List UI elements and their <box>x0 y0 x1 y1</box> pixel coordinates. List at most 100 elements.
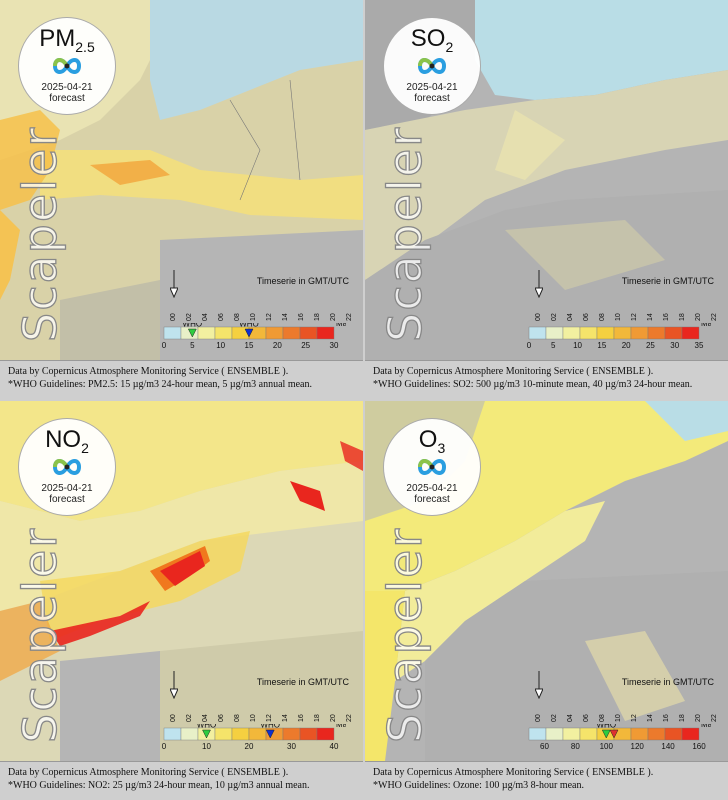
panel-pm25: Scapeler PM2.5 2025-04-21 forecast Times… <box>0 0 363 398</box>
timeserie-label: Timeserie in GMT/UTC <box>256 677 349 687</box>
scale-swatch <box>163 727 182 741</box>
hour-tick-label: 22 <box>346 313 353 321</box>
scale-tick-label: 0 <box>527 341 532 349</box>
hour-tick-label: 14 <box>647 313 654 321</box>
who-marker-icon <box>187 328 197 338</box>
scale-swatch <box>231 727 250 741</box>
hour-tick-label: 02 <box>551 714 558 722</box>
hour-tick-label: 10 <box>615 714 622 722</box>
scale-swatch <box>265 326 284 340</box>
scale-tick-label: 160 <box>692 742 706 750</box>
hour-tick-label: 18 <box>679 714 686 722</box>
who-label: WHO <box>183 323 203 329</box>
scale-tick-label: 30 <box>330 341 339 349</box>
hour-tick-label: 16 <box>663 313 670 321</box>
pollutant-title: NO2 <box>45 426 89 456</box>
footer: Data by Copernicus Atmosphere Monitoring… <box>365 360 728 398</box>
map-pm25[interactable] <box>0 0 363 360</box>
hour-tick-label: 12 <box>266 714 273 722</box>
scale-max-label: Max <box>336 724 346 729</box>
time-arrow-icon[interactable] <box>535 671 543 699</box>
footer-who-guidelines: *WHO Guidelines: SO2: 500 µg/m3 10-minut… <box>373 379 693 390</box>
hour-tick-label: 18 <box>314 313 321 321</box>
who-label: WHO <box>197 724 217 730</box>
scale-swatch <box>528 326 547 340</box>
hour-tick-label: 20 <box>330 313 337 321</box>
infinity-logo-icon <box>52 459 82 475</box>
hour-tick-label: 04 <box>567 313 574 321</box>
hour-tick-label: 08 <box>234 714 241 722</box>
scale-tick-label: 100 <box>600 742 614 750</box>
hour-tick-label: 14 <box>282 313 289 321</box>
watermark: Scapeler <box>12 526 67 743</box>
hour-ticks: 00 02 04 06 08 10 12 14 16 18 20 22 <box>525 704 725 724</box>
infinity-logo-icon <box>417 58 447 74</box>
time-arrow-icon[interactable] <box>170 671 178 699</box>
scale-swatch <box>197 326 216 340</box>
hour-tick-label: 18 <box>314 714 321 722</box>
hour-tick-label: 04 <box>567 714 574 722</box>
scale-swatch <box>214 326 233 340</box>
scale-tick-label: 20 <box>622 341 631 349</box>
hour-tick-label: 08 <box>599 714 606 722</box>
pollutant-badge: PM2.5 2025-04-21 forecast <box>18 17 116 115</box>
hour-tick-label: 08 <box>234 313 241 321</box>
forecast-label: forecast <box>414 493 450 505</box>
hour-tick-label: 00 <box>170 714 177 722</box>
watermark: Scapeler <box>377 125 432 342</box>
scale-swatch <box>562 326 581 340</box>
time-arrow-icon[interactable] <box>170 270 178 298</box>
who-label: WHO <box>239 323 259 329</box>
forecast-label: forecast <box>414 92 450 104</box>
hour-tick-label: 14 <box>647 714 654 722</box>
hour-tick-label: 16 <box>663 714 670 722</box>
scale-tick-label: 35 <box>695 341 704 349</box>
scale-tick-label: 10 <box>573 341 582 349</box>
scale-tick-label: 20 <box>245 742 254 750</box>
forecast-label: forecast <box>49 493 85 505</box>
hour-ticks: 00 02 04 06 08 10 12 14 16 18 20 22 <box>525 303 725 323</box>
hour-tick-label: 10 <box>250 313 257 321</box>
hour-tick-label: 12 <box>266 313 273 321</box>
scale-swatch <box>282 727 301 741</box>
scale-swatch <box>579 727 598 741</box>
hour-tick-label: 22 <box>711 714 718 722</box>
scale-swatch <box>664 727 683 741</box>
hour-tick-label: 18 <box>679 313 686 321</box>
scale-swatch <box>630 326 649 340</box>
who-marker-icon <box>244 328 254 338</box>
hour-tick-label: 06 <box>583 714 590 722</box>
hour-tick-label: 14 <box>282 714 289 722</box>
who-marker-icon <box>609 729 619 739</box>
hour-tick-label: 12 <box>631 313 638 321</box>
panel-so2: Scapeler SO2 2025-04-21 forecast Timeser… <box>365 0 728 398</box>
who-marker-icon <box>601 729 611 739</box>
infinity-logo-icon <box>52 58 82 74</box>
hour-tick-label: 00 <box>170 313 177 321</box>
scale-swatch <box>282 326 301 340</box>
timeserie-label: Timeserie in GMT/UTC <box>621 677 714 687</box>
scale-tick-label: 80 <box>571 742 580 750</box>
scale-swatch <box>681 326 700 340</box>
who-marker-icon <box>265 729 275 739</box>
scale-swatch <box>248 727 267 741</box>
footer-who-guidelines: *WHO Guidelines: NO2: 25 µg/m3 24-hour m… <box>8 780 310 791</box>
hour-tick-label: 20 <box>330 714 337 722</box>
who-label: WHO <box>260 724 280 730</box>
time-arrow-icon[interactable] <box>535 270 543 298</box>
watermark: Scapeler <box>377 526 432 743</box>
scale-swatch <box>681 727 700 741</box>
scale-swatch <box>180 727 199 741</box>
pollutant-title: O3 <box>418 426 446 456</box>
scale-tick-label: 5 <box>551 341 556 349</box>
scale-swatch <box>613 326 632 340</box>
forecast-date: 2025-04-21 <box>41 81 93 93</box>
scale-swatch <box>664 326 683 340</box>
forecast-date: 2025-04-21 <box>406 81 458 93</box>
pollutant-badge: SO2 2025-04-21 forecast <box>383 17 481 115</box>
pollutant-title: PM2.5 <box>39 25 95 55</box>
scale-tick-label: 30 <box>287 742 296 750</box>
footer-source: Data by Copernicus Atmosphere Monitoring… <box>373 767 654 778</box>
hour-tick-label: 02 <box>551 313 558 321</box>
hour-tick-label: 06 <box>218 313 225 321</box>
